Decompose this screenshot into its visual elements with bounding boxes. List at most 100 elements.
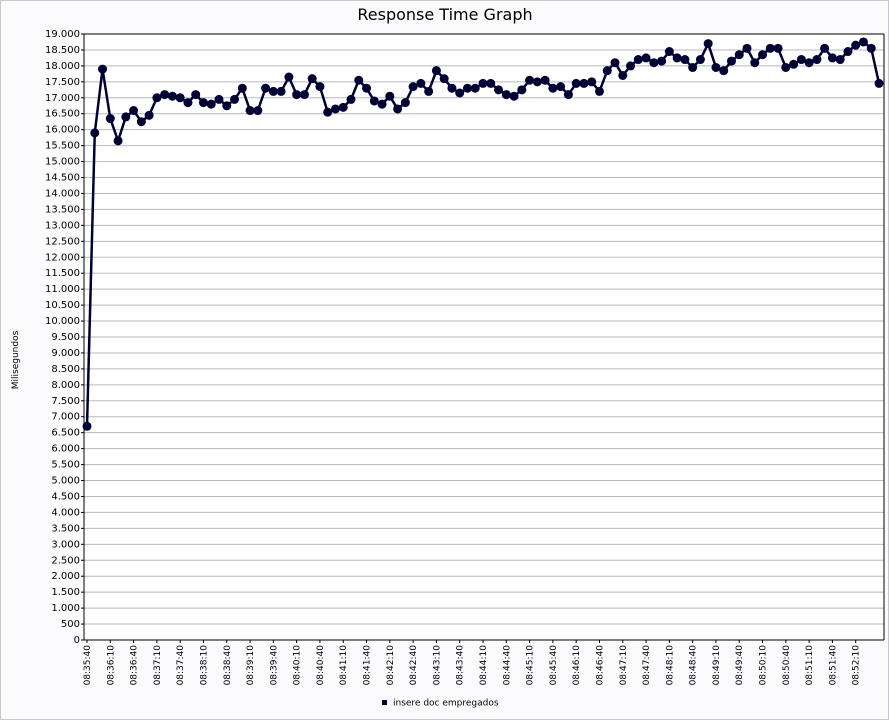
data-point	[198, 98, 208, 108]
data-point	[98, 64, 108, 74]
x-tick-label: 08:50:40	[782, 645, 792, 686]
data-point	[338, 102, 348, 112]
y-tick-label: 14.500	[45, 173, 80, 184]
data-point	[292, 90, 302, 100]
y-tick-label: 12.500	[45, 236, 80, 247]
y-tick-label: 10.500	[45, 300, 80, 311]
x-tick-label: 08:38:40	[223, 645, 233, 686]
x-tick-label: 08:41:40	[363, 645, 373, 686]
chart-title: Response Time Graph	[357, 5, 532, 24]
y-tick-label: 16.500	[45, 109, 80, 120]
x-tick-label: 08:51:10	[805, 645, 815, 686]
data-point	[222, 101, 232, 111]
data-point	[641, 53, 651, 63]
y-tick-label: 0	[74, 635, 80, 646]
data-point	[462, 83, 472, 93]
data-point	[245, 106, 255, 116]
y-tick-label: 1.500	[51, 587, 80, 598]
y-tick-label: 3.000	[51, 539, 80, 550]
data-point	[719, 66, 729, 76]
data-point	[594, 86, 604, 96]
data-point	[571, 78, 581, 88]
data-point	[447, 83, 457, 93]
data-point	[416, 78, 426, 88]
data-point	[144, 110, 154, 120]
data-point	[804, 58, 814, 68]
data-point	[315, 82, 325, 92]
data-point	[789, 59, 799, 69]
x-tick-label: 08:47:40	[642, 645, 652, 686]
y-tick-label: 16.000	[45, 125, 80, 136]
data-point	[540, 75, 550, 85]
data-point	[758, 50, 768, 60]
data-point	[105, 114, 115, 124]
data-point	[773, 43, 783, 53]
y-tick-label: 9.500	[51, 332, 80, 343]
data-point	[688, 62, 698, 72]
data-point	[268, 86, 278, 96]
data-point	[113, 136, 123, 146]
data-point	[261, 83, 271, 93]
data-point	[517, 85, 527, 95]
data-point	[385, 91, 395, 101]
x-tick-label: 08:44:40	[502, 645, 512, 686]
data-point	[276, 86, 286, 96]
data-point	[812, 55, 822, 65]
data-point	[121, 112, 131, 122]
data-point	[633, 55, 643, 65]
data-point	[843, 47, 853, 57]
data-point	[431, 66, 441, 76]
data-point	[167, 91, 177, 101]
x-tick-label: 08:36:10	[106, 645, 116, 686]
data-point	[90, 128, 100, 138]
y-tick-label: 6.000	[51, 444, 80, 455]
x-tick-label: 08:45:10	[526, 645, 536, 686]
data-point	[136, 117, 146, 127]
data-point	[563, 90, 573, 100]
y-tick-label: 6.500	[51, 428, 80, 439]
y-tick-label: 4.000	[51, 507, 80, 518]
y-tick-label: 8.500	[51, 364, 80, 375]
data-point	[400, 98, 410, 108]
data-point	[455, 88, 465, 98]
data-point	[377, 99, 387, 109]
y-tick-label: 14.000	[45, 188, 80, 199]
x-tick-label: 08:42:40	[409, 645, 419, 686]
x-tick-label: 08:42:10	[386, 645, 396, 686]
y-tick-label: 10.000	[45, 316, 80, 327]
data-point	[556, 82, 566, 92]
y-tick-label: 500	[61, 619, 80, 630]
data-point	[346, 94, 356, 104]
y-tick-label: 4.500	[51, 491, 80, 502]
y-tick-label: 11.000	[45, 284, 80, 295]
y-tick-label: 2.000	[51, 571, 80, 582]
legend-swatch	[382, 700, 387, 705]
data-point	[152, 93, 162, 103]
legend-label: insere doc empregados	[393, 699, 499, 709]
x-tick-label: 08:46:10	[572, 645, 582, 686]
data-point	[820, 43, 830, 53]
y-tick-label: 5.500	[51, 460, 80, 471]
y-tick-label: 17.500	[45, 77, 80, 88]
data-point	[214, 94, 224, 104]
data-point	[695, 55, 705, 65]
data-point	[874, 78, 884, 88]
x-tick-label: 08:44:10	[479, 645, 489, 686]
data-point	[494, 85, 504, 95]
y-tick-label: 7.000	[51, 412, 80, 423]
data-point	[129, 106, 139, 116]
data-point	[206, 99, 216, 109]
data-point	[587, 77, 597, 87]
x-tick-label: 08:43:10	[432, 645, 442, 686]
data-point	[734, 50, 744, 60]
y-axis-label: Milisegundos	[11, 330, 21, 389]
x-tick-label: 08:50:10	[759, 645, 769, 686]
x-tick-label: 08:38:10	[199, 645, 209, 686]
x-tick-label: 08:37:40	[176, 645, 186, 686]
y-tick-label: 9.000	[51, 348, 80, 359]
data-point	[237, 83, 247, 93]
y-tick-label: 19.000	[45, 29, 80, 40]
data-point	[330, 104, 340, 114]
data-point	[765, 43, 775, 53]
